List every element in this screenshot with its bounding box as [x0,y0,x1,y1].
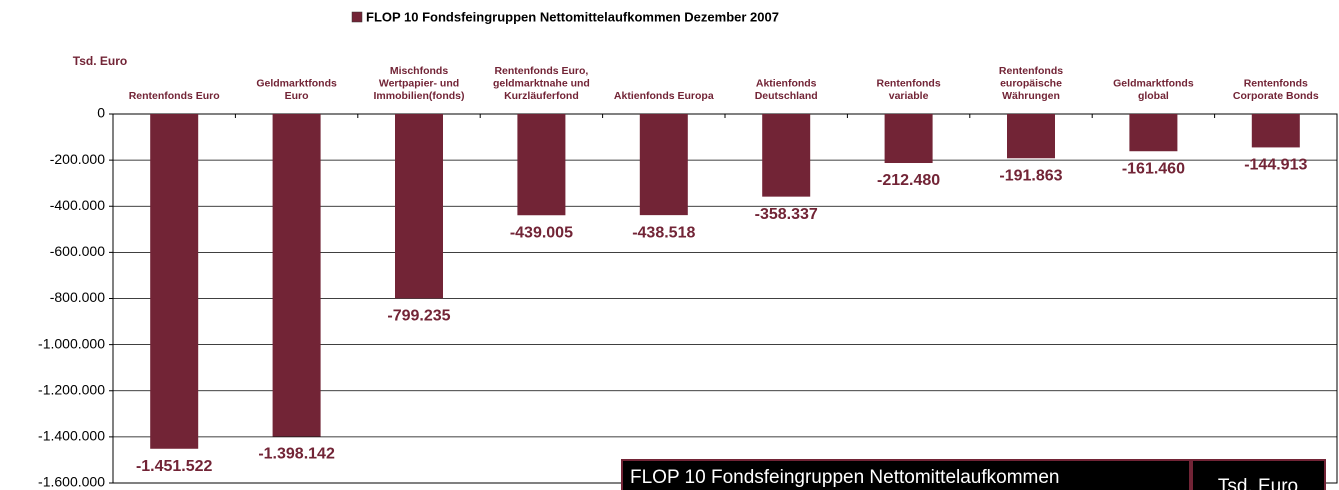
y-tick-label: -400.000 [50,197,105,213]
x-tick-label: europäische [1000,77,1062,89]
x-tick-label: Deutschland [755,90,818,102]
bar [1007,114,1055,159]
y-tick-label: -800.000 [50,289,105,305]
data-label: -438.518 [632,224,695,241]
table-header: FLOP 10 Fondsfeingruppen Nettomittelaufk… [621,459,1326,490]
bar [884,114,933,164]
x-tick-label: Corporate Bonds [1233,90,1319,102]
y-tick-label: -1.400.000 [38,428,105,444]
x-tick-label: Geldmarktfonds [256,77,337,89]
y-tick-label: -1.600.000 [38,474,105,490]
x-tick-label: Wertpapier- und [379,77,459,89]
data-label: -358.337 [755,206,818,223]
bar [639,114,688,216]
data-label: -1.398.142 [258,446,335,463]
bar [1251,114,1300,148]
x-tick-label: Geldmarktfonds [1113,77,1194,89]
x-tick-label: Rentenfonds [999,65,1063,77]
x-tick-label: Aktienfonds Europa [614,90,714,102]
legend-swatch [351,11,363,23]
data-label: -191.863 [999,167,1062,184]
data-label: -161.460 [1122,160,1185,177]
data-label: -799.235 [387,308,450,325]
x-tick-label: Rentenfonds Euro [129,90,220,102]
y-tick-label: -1.000.000 [38,335,105,351]
header-text: Tsd. Euro [1218,476,1298,490]
x-tick-label: Kurzläuferfond [504,90,579,102]
bar [762,114,811,197]
y-axis-label: Tsd. Euro [73,54,127,68]
x-tick-label: Währungen [1002,90,1060,102]
x-tick-label: Euro [285,90,309,102]
x-tick-label: Rentenfonds Euro, [494,65,588,77]
x-tick-label: Mischfonds [390,65,448,77]
chart-title: FLOP 10 Fondsfeingruppen Nettomittelaufk… [366,9,779,24]
bar [1129,114,1178,152]
y-tick-label: -200.000 [50,151,105,167]
bar [395,114,443,299]
y-tick-label: -600.000 [50,243,105,259]
x-tick-label: Immobilien(fonds) [374,90,465,102]
bar [272,114,321,437]
x-tick-label: Aktienfonds [756,77,817,89]
x-tick-label: Rentenfonds [1244,77,1308,89]
header-cell [621,459,1191,490]
data-label: -144.913 [1244,157,1307,174]
x-tick-label: geldmarktnahe und [493,77,590,89]
header-cell [1191,459,1326,490]
data-label: -1.451.522 [136,458,213,475]
header-text: FLOP 10 Fondsfeingruppen Nettomittelaufk… [630,467,1060,488]
data-label: -439.005 [510,224,573,241]
bar [150,114,199,449]
bar [517,114,566,216]
y-tick-label: 0 [97,105,105,121]
x-tick-label: variable [889,90,929,102]
x-tick-label: global [1138,90,1169,102]
data-label: -212.480 [877,172,940,189]
x-tick-label: Rentenfonds [877,77,941,89]
y-tick-label: -1.200.000 [38,381,105,397]
